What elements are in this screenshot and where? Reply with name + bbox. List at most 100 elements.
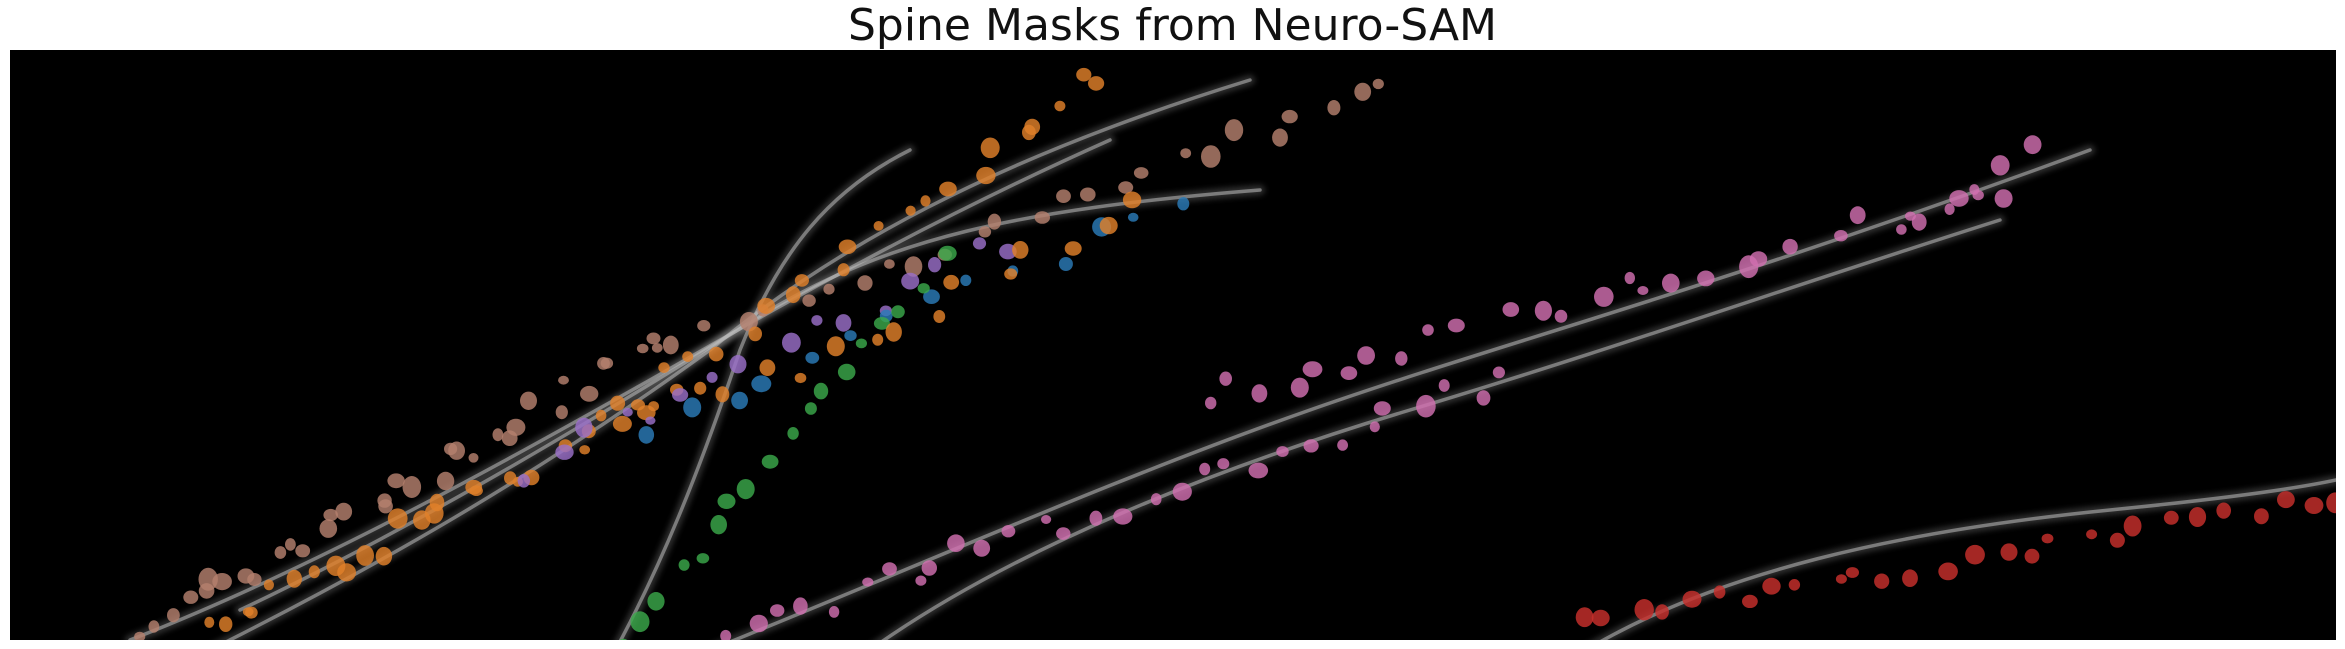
spine-mask (319, 519, 338, 538)
spine-mask (469, 485, 483, 497)
spine-mask (1749, 251, 1768, 267)
spine-mask (813, 382, 829, 400)
spine-mask (999, 243, 1017, 260)
spine-mask (717, 493, 736, 509)
spine-mask (683, 397, 702, 418)
spine-mask (285, 538, 296, 551)
spine-mask (387, 508, 408, 529)
spine-mask (2163, 510, 2179, 525)
spine-mask (651, 343, 663, 353)
spine-mask (1594, 286, 1614, 307)
spine-mask (436, 471, 455, 491)
spine-mask (987, 213, 1002, 230)
spine-mask (1624, 271, 1636, 285)
spine-mask (274, 546, 287, 559)
spine-mask (787, 427, 799, 440)
spine-mask (1201, 145, 1221, 168)
spine-mask (802, 294, 816, 307)
spine-mask (1303, 439, 1319, 453)
spine-mask (748, 326, 762, 342)
dendrite (881, 218, 2002, 640)
spine-mask (1845, 567, 1859, 578)
spine-mask (811, 315, 823, 326)
spine-mask (1369, 421, 1380, 433)
spine-mask (1662, 273, 1680, 293)
spine-mask (647, 592, 665, 611)
spine-mask-layer (134, 67, 2336, 640)
dendrite (618, 148, 912, 640)
figure-title: Spine Masks from Neuro-SAM (847, 0, 1498, 51)
spine-mask (761, 454, 779, 469)
spine-mask (580, 385, 599, 402)
spine-mask (885, 322, 902, 342)
spine-mask (678, 559, 690, 571)
spine-mask (520, 391, 537, 410)
spine-mask (1034, 211, 1051, 224)
spine-mask (575, 417, 593, 438)
spine-mask (517, 474, 530, 488)
spine-mask (785, 286, 801, 304)
spine-mask (1655, 604, 1669, 620)
dendrite (730, 148, 2092, 640)
spine-mask (731, 391, 748, 410)
spine-mask (938, 245, 957, 261)
spine-mask (1591, 609, 1610, 627)
spine-mask (619, 638, 628, 640)
spine-mask (1902, 569, 1918, 587)
spine-mask (2123, 515, 2142, 537)
spine-mask (648, 401, 659, 412)
spine-mask (1713, 585, 1726, 599)
spine-mask (1911, 213, 1927, 231)
spine-mask (1762, 577, 1781, 595)
spine-mask (884, 259, 895, 269)
spine-mask (1373, 401, 1391, 416)
spine-mask (468, 453, 479, 463)
spine-mask (1290, 377, 1309, 398)
spine-mask (1217, 458, 1230, 470)
spine-mask (646, 332, 661, 345)
spine-mask (1133, 167, 1149, 179)
spine-mask (2254, 508, 2269, 525)
spine-mask (891, 305, 905, 319)
spine-mask (2000, 543, 2018, 561)
spine-mask (973, 539, 991, 557)
spine-mask (1834, 230, 1848, 242)
spine-mask (751, 375, 772, 393)
spine-mask (1089, 510, 1103, 526)
spine-mask (855, 338, 868, 349)
spine-mask (960, 274, 972, 286)
spine-mask (1056, 527, 1071, 540)
spine-mask (1056, 189, 1071, 203)
spine-mask (219, 616, 233, 632)
spine-mask (1272, 128, 1288, 147)
spine-mask (2188, 507, 2207, 527)
spine-mask (1575, 607, 1594, 628)
spine-mask (2326, 492, 2336, 514)
spine-mask (920, 195, 931, 207)
spine-mask (622, 407, 633, 417)
spine-mask (1357, 346, 1375, 365)
spine-mask (793, 597, 808, 615)
spine-mask (183, 590, 199, 604)
spine-mask (1492, 366, 1505, 379)
spine-mask (1337, 439, 1348, 451)
spine-mask (1041, 515, 1052, 524)
spine-mask (1054, 100, 1066, 112)
spine-mask (1502, 302, 1520, 317)
spine-mask (167, 608, 180, 623)
spine-mask (1219, 371, 1232, 386)
spine-mask (917, 283, 930, 294)
spine-mask (694, 381, 707, 395)
spine-mask (2277, 491, 2295, 509)
spine-mask (923, 289, 940, 304)
spine-mask (759, 359, 776, 377)
spine-mask (1874, 573, 1890, 589)
spine-mask (828, 606, 840, 618)
spine-mask (1113, 508, 1133, 525)
spine-mask (1180, 148, 1192, 159)
spine-mask (286, 569, 302, 588)
spine-mask (939, 181, 957, 197)
spine-mask (739, 312, 758, 332)
spine-mask (972, 237, 987, 250)
spine-mask (1172, 482, 1192, 501)
